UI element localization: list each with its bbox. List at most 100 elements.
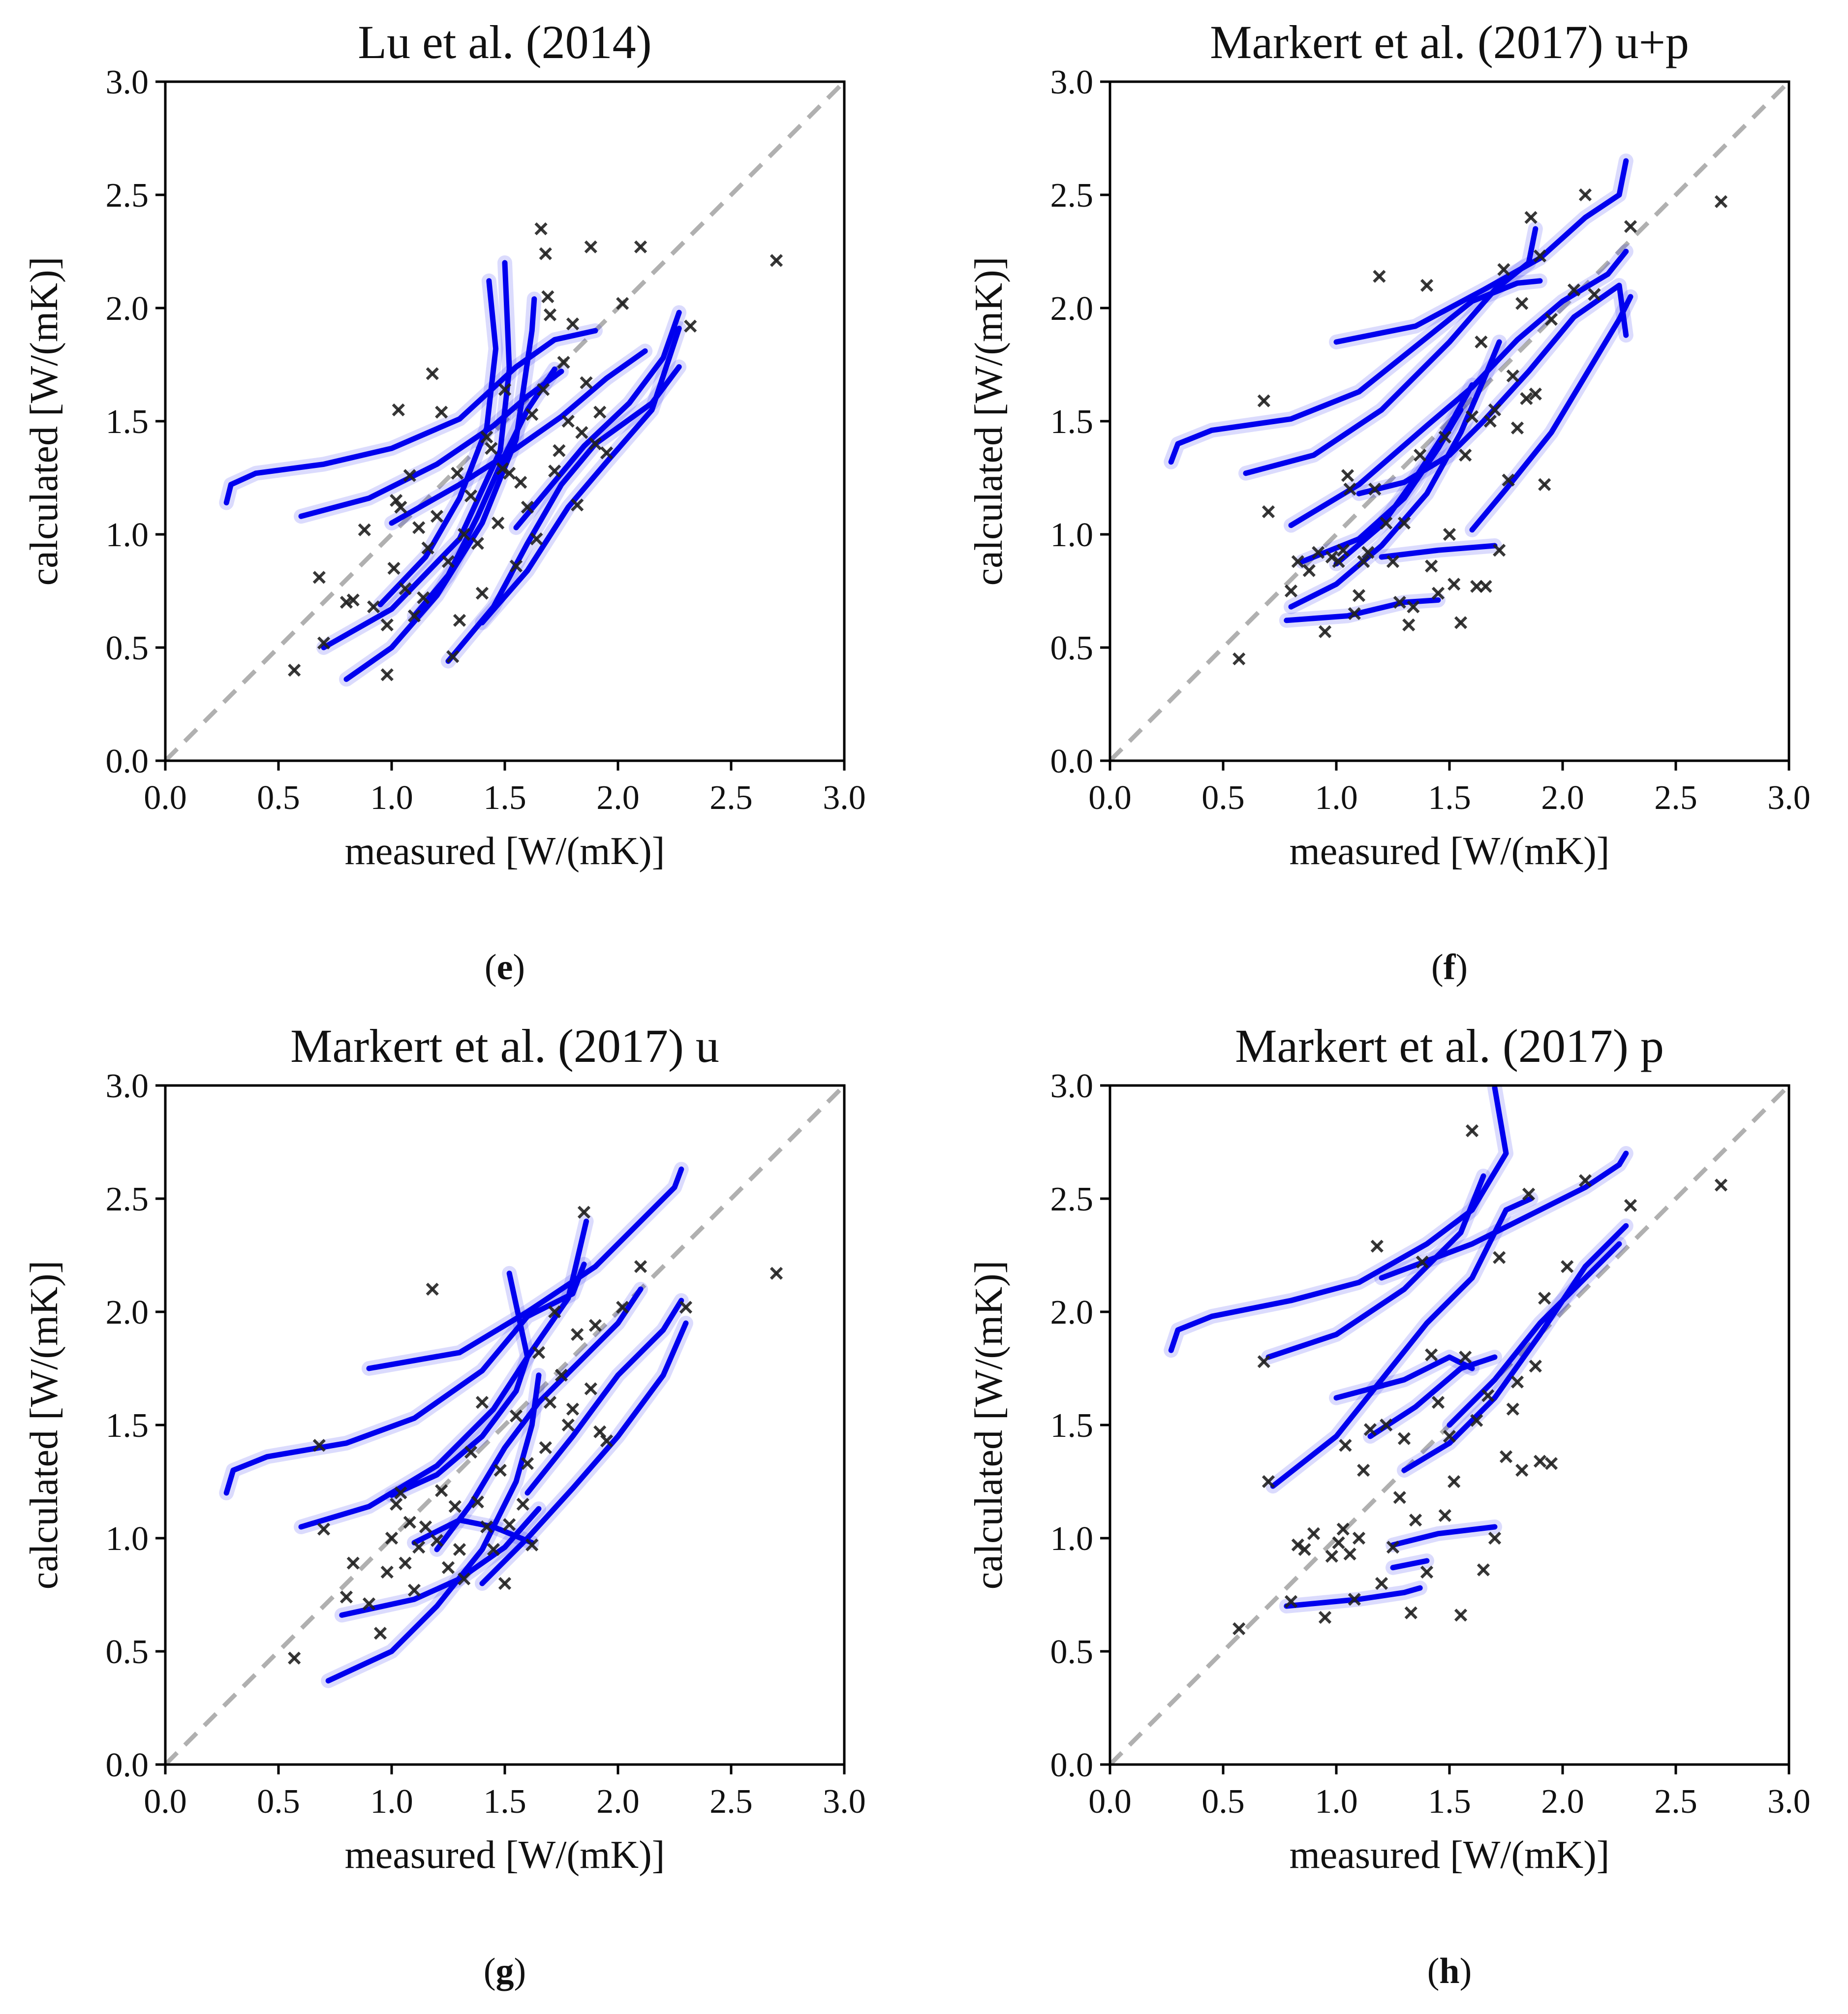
measured-point-marker [498,383,512,396]
measured-point-marker [446,650,460,663]
measured-point-marker [1262,505,1275,519]
measured-point-marker [580,376,593,389]
measured-point-marker [1232,652,1246,666]
measured-point-marker [1624,1199,1637,1212]
measured-point-marker [1386,1541,1400,1554]
measured-point-marker [1232,1622,1246,1636]
measured-point-marker [1533,249,1547,263]
measured-point-marker [1343,482,1356,496]
measured-point-marker [1533,1455,1547,1468]
measured-point-marker [1493,544,1506,557]
measured-point-marker [1291,1538,1304,1551]
measured-point-marker [679,1301,693,1314]
measured-point-marker [584,240,597,253]
measured-point-marker [373,1627,387,1640]
model-curve [377,278,499,608]
measured-point-marker [480,1520,493,1534]
y-tick-label: 1.5 [106,1407,149,1445]
measured-point-marker [539,1441,552,1455]
x-tick-label: 1.0 [370,1783,413,1821]
model-curve [223,1261,587,1496]
measured-point-marker [453,614,466,627]
y-tick-label: 1.0 [106,516,149,554]
model-curve [1168,278,1543,465]
plot-area [1110,82,1789,761]
measured-point-marker [464,1446,478,1459]
x-tick-label: 3.0 [1767,1783,1811,1821]
model-curve [1284,597,1441,623]
measured-point-marker [1343,1548,1356,1561]
measured-point-marker [1488,403,1502,417]
model-curve [1356,282,1629,496]
measured-point-marker [543,1395,557,1409]
model-curve [325,1372,542,1684]
measured-point-marker [1493,1251,1506,1264]
measured-point-marker [1544,312,1558,326]
model-curve [1379,543,1498,560]
measured-point-marker [317,1522,331,1536]
x-tick-label: 0.5 [1201,1783,1245,1821]
x-tick-label: 0.0 [1088,779,1132,817]
measured-point-marker [1302,564,1316,577]
model-curve [298,1218,589,1530]
x-tick-label: 2.0 [1541,1783,1584,1821]
model-curve [479,1320,689,1586]
measured-point-marker [1425,559,1438,573]
measured-point-marker [485,442,498,455]
measured-point-marker [553,444,566,457]
x-axis-label: measured [W/(mK)] [345,830,665,873]
measured-point-marker [566,1402,580,1416]
measured-point-marker [1506,369,1519,383]
measured-point-marker [498,1577,512,1590]
chart-panel-h: Markert et al. (2017) p 0.0 0.5 1.0 1.5 2.0 2.… [967,1020,1811,1991]
measured-point-marker [288,663,301,677]
measured-point-marker [1407,600,1420,614]
measured-point-marker [1348,1593,1361,1606]
measured-point-marker [1499,1450,1513,1463]
measured-point-marker [1373,270,1386,283]
y-tick-label: 1.5 [1050,403,1094,441]
measured-point-marker [435,405,448,419]
model-curve [389,1270,530,1498]
model-curve [1401,1223,1629,1473]
measured-point-marker [1431,1395,1445,1409]
y-axis-label: calculated [W/(mK)] [967,257,1011,586]
measured-point-marker [1404,1606,1417,1619]
measured-point-marker [634,1260,647,1273]
measured-point-marker [403,1516,416,1529]
measured-point-marker [453,1543,466,1556]
measured-point-marker [1339,1439,1352,1452]
y-tick-label: 3.0 [1050,63,1094,101]
measured-point-marker [1524,211,1538,224]
y-tick-label: 3.0 [106,1067,149,1105]
measured-point-marker [1443,527,1456,541]
measured-point-marker [421,541,434,555]
measured-point-marker [616,297,629,310]
model-curve [1367,1354,1498,1439]
measured-point-marker [394,500,407,514]
measured-point-marker [1348,607,1361,620]
measured-point-marker [503,1518,516,1531]
measured-point-marker [387,561,400,575]
measured-point-marker [521,1457,534,1470]
measured-point-marker [1332,555,1345,568]
measured-point-marker [430,510,444,523]
measured-point-marker [1363,1423,1377,1436]
x-tick-label: 2.0 [596,1783,640,1821]
measured-point-marker [1567,283,1581,297]
model-curve [1390,1558,1430,1571]
measured-point-marker [426,367,439,380]
y-tick-label: 1.0 [1050,516,1094,554]
measured-point-marker [525,1538,539,1551]
measured-point-marker [557,356,570,369]
y-tick-label: 2.5 [106,1180,149,1218]
measured-point-marker [1448,1475,1461,1488]
measured-point-marker [521,500,534,514]
model-curve [321,260,512,651]
panel-caption: (g) [484,1951,526,1991]
measured-point-marker [1522,1187,1536,1201]
measured-point-marker [1397,1432,1411,1445]
measured-point-marker [367,600,380,614]
measured-point-marker [1578,1174,1592,1187]
measured-point-marker [1479,580,1492,593]
